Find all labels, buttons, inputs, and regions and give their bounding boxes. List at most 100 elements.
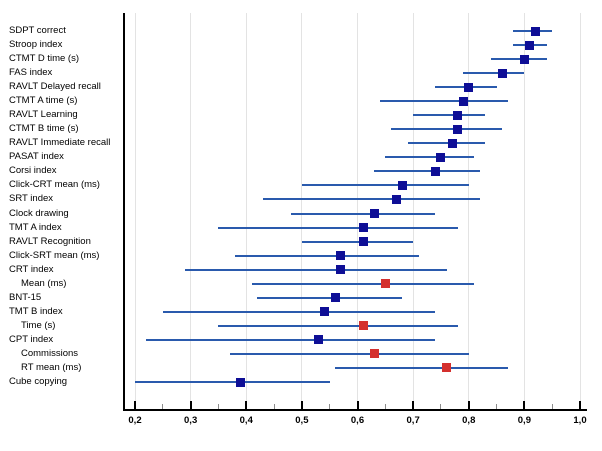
confidence-interval-line: [229, 352, 469, 355]
x-major-tick: [356, 401, 359, 409]
confidence-interval-line: [301, 184, 469, 187]
confidence-interval-line: [491, 58, 547, 61]
confidence-interval-line: [135, 381, 330, 383]
confidence-interval-line: [413, 114, 486, 117]
x-minor-tick: [551, 404, 553, 409]
confidence-interval-line: [218, 226, 458, 229]
x-major-tick: [412, 401, 415, 409]
gridline: [357, 13, 358, 409]
point-marker: [458, 96, 468, 106]
gridline: [523, 13, 525, 409]
point-marker: [369, 209, 379, 219]
row-label: FAS index: [9, 67, 53, 79]
x-minor-tick: [440, 404, 442, 409]
x-major-tick: [300, 401, 303, 409]
row-label: SDPT correct: [9, 25, 66, 36]
row-label: BNT-15: [9, 291, 42, 303]
row-label: Click-CRT mean (ms): [9, 179, 100, 191]
point-marker: [330, 293, 340, 303]
x-minor-tick: [496, 404, 498, 409]
x-major-tick: [579, 401, 581, 409]
point-marker: [436, 152, 446, 162]
x-tick-label: 0,9: [517, 415, 531, 426]
point-marker-highlighted: [358, 321, 368, 331]
row-label: RAVLT Learning: [9, 109, 78, 121]
x-minor-tick: [329, 404, 331, 409]
point-marker-highlighted: [369, 349, 379, 359]
confidence-interval-line: [390, 128, 503, 131]
gridline: [190, 13, 192, 409]
y-axis-line: [123, 13, 125, 411]
confidence-interval-line: [262, 198, 480, 201]
gridline: [412, 13, 414, 409]
x-major-tick: [467, 401, 470, 409]
x-minor-tick: [384, 404, 386, 409]
row-label: TMT B index: [9, 305, 63, 317]
row-label: Cube copying: [9, 376, 68, 387]
point-marker: [236, 377, 246, 387]
point-marker: [358, 223, 368, 233]
row-label: RT mean (ms): [21, 361, 82, 373]
row-label: Time (s): [21, 319, 56, 331]
row-label: RAVLT Delayed recall: [9, 81, 101, 93]
gridline: [468, 13, 470, 409]
row-label: Commissions: [21, 347, 79, 359]
confidence-interval-line: [162, 310, 436, 313]
point-marker: [453, 110, 463, 120]
point-marker: [464, 82, 474, 92]
x-tick-label: 0,5: [295, 415, 309, 426]
confidence-interval-line: [385, 156, 475, 159]
row-label: CRT index: [9, 263, 54, 275]
row-label: RAVLT Immediate recall: [9, 137, 111, 149]
confidence-interval-line: [185, 268, 447, 271]
point-marker: [336, 265, 346, 275]
point-marker: [453, 124, 463, 134]
x-minor-tick: [162, 404, 164, 409]
x-tick-label: 0,8: [462, 415, 476, 426]
confidence-interval-line: [290, 212, 436, 215]
x-minor-tick: [273, 404, 275, 409]
point-marker: [336, 251, 346, 261]
x-tick-label: 1,0: [573, 415, 587, 426]
confidence-interval-line: [374, 170, 480, 173]
confidence-interval-line: [146, 338, 436, 341]
row-label: CTMT A time (s): [9, 95, 78, 107]
confidence-interval-line: [407, 142, 486, 145]
x-tick-label: 0,2: [128, 415, 142, 426]
x-major-tick: [134, 401, 136, 409]
x-tick-label: 0,6: [350, 415, 365, 426]
gridline: [134, 13, 136, 409]
x-tick-label: 0,7: [406, 415, 420, 426]
confidence-interval-line: [257, 296, 402, 299]
row-label: Click-SRT mean (ms): [9, 249, 100, 261]
x-tick-label: 0,4: [239, 415, 253, 426]
confidence-interval-line: [251, 282, 475, 285]
row-label: Mean (ms): [21, 277, 67, 289]
point-marker: [319, 307, 329, 317]
point-marker: [497, 68, 507, 78]
row-label: SRT index: [9, 193, 54, 205]
gridline: [301, 13, 303, 409]
point-marker: [519, 54, 529, 64]
point-marker: [525, 40, 535, 50]
x-major-tick: [189, 401, 192, 409]
confidence-interval-line: [463, 72, 525, 75]
point-marker-highlighted: [442, 363, 451, 373]
row-label: RAVLT Recognition: [9, 235, 91, 247]
confidence-interval-line: [301, 240, 414, 243]
confidence-interval-line: [379, 100, 508, 103]
gridline: [245, 13, 247, 409]
point-marker: [397, 180, 407, 190]
point-marker: [314, 335, 324, 345]
row-label: PASAT index: [9, 151, 64, 163]
row-label: Clock drawing: [9, 207, 69, 219]
confidence-interval-line: [335, 366, 508, 369]
row-label: CTMT B time (s): [9, 123, 79, 135]
point-marker: [531, 26, 540, 36]
gridline: [579, 13, 581, 409]
x-tick-label: 0,3: [184, 415, 198, 426]
point-marker: [358, 237, 368, 247]
row-label: CPT index: [9, 333, 54, 345]
row-label: TMT A index: [9, 221, 62, 233]
